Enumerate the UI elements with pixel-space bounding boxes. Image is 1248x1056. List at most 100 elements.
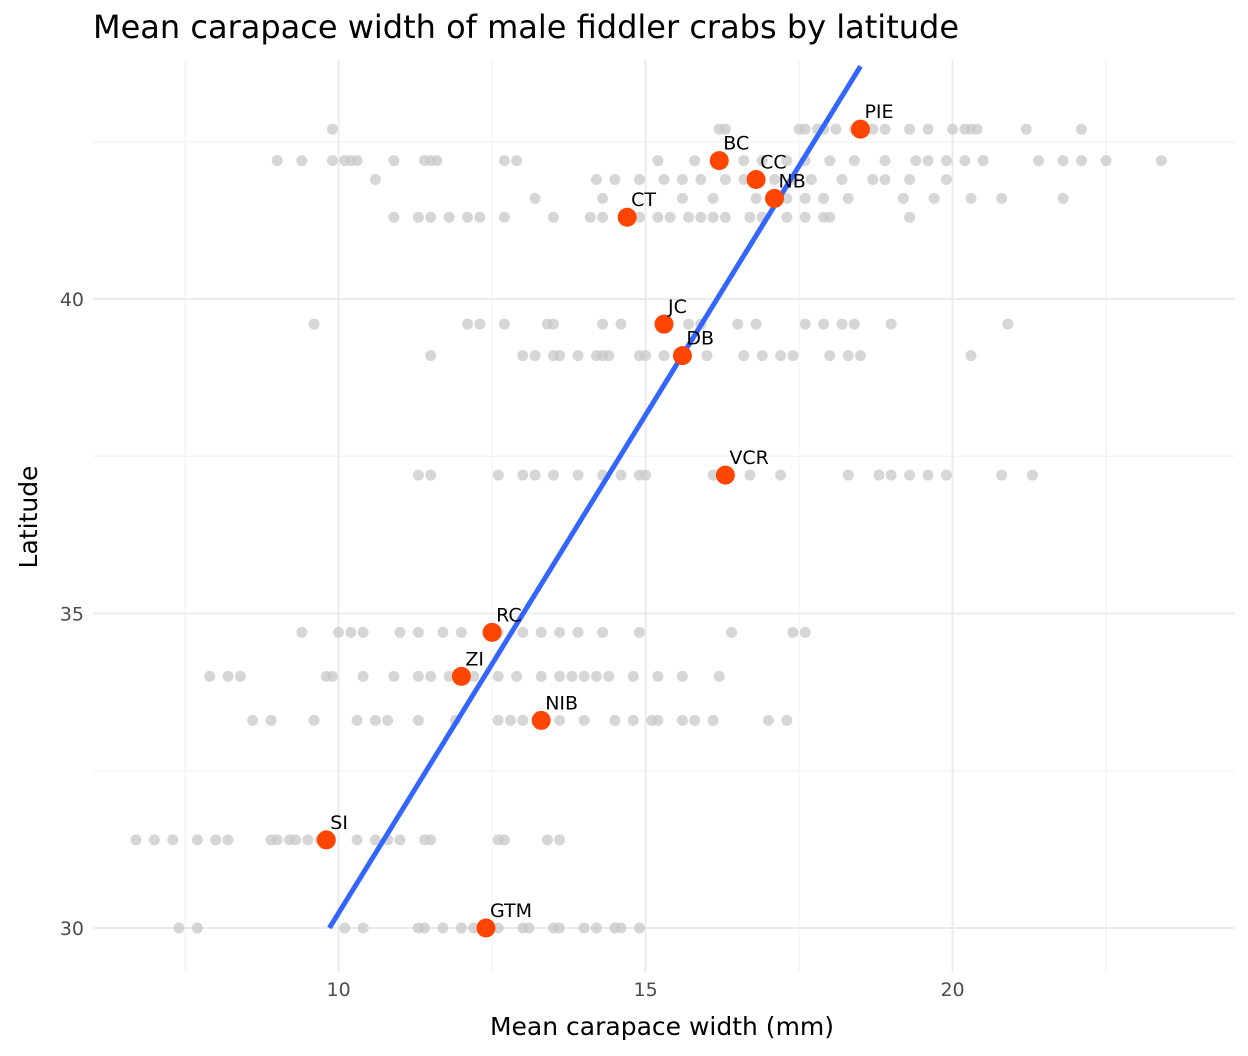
individual-point xyxy=(554,714,566,726)
fit-line-layer xyxy=(327,64,863,930)
individual-point xyxy=(302,834,314,846)
individual-point xyxy=(781,155,793,167)
individual-point xyxy=(554,922,566,934)
individual-point xyxy=(854,350,866,362)
individual-point xyxy=(719,174,731,186)
individual-point xyxy=(799,626,811,638)
individual-point xyxy=(940,469,952,481)
individual-point xyxy=(517,714,529,726)
individual-point xyxy=(609,174,621,186)
individual-point xyxy=(775,350,787,362)
individual-point xyxy=(234,670,246,682)
individual-point xyxy=(265,714,277,726)
x-tick-label: 20 xyxy=(940,979,964,1001)
individual-point xyxy=(584,211,596,223)
individual-point xyxy=(296,626,308,638)
individual-point xyxy=(922,123,934,135)
individual-point xyxy=(633,922,645,934)
individual-point xyxy=(290,834,302,846)
individual-point xyxy=(781,714,793,726)
site-mean-point xyxy=(476,918,496,938)
individual-point xyxy=(554,350,566,362)
individual-point xyxy=(971,123,983,135)
individual-point xyxy=(830,123,842,135)
individual-point xyxy=(333,626,345,638)
individual-point xyxy=(799,318,811,330)
individual-point xyxy=(719,211,731,223)
individual-point xyxy=(578,714,590,726)
individual-point xyxy=(904,174,916,186)
individual-point xyxy=(547,469,559,481)
individual-point xyxy=(1033,155,1045,167)
individual-point xyxy=(781,211,793,223)
individual-point xyxy=(388,211,400,223)
individual-point xyxy=(787,350,799,362)
individual-point xyxy=(271,834,283,846)
individual-point xyxy=(357,922,369,934)
individual-point xyxy=(719,123,731,135)
individual-point xyxy=(848,318,860,330)
site-mean-point xyxy=(451,666,471,686)
individual-point xyxy=(468,670,480,682)
site-label: CC xyxy=(760,152,787,174)
individual-point xyxy=(547,211,559,223)
individual-point xyxy=(885,318,897,330)
individual-point xyxy=(541,834,553,846)
site-mean-point xyxy=(746,170,766,190)
individual-point xyxy=(664,211,676,223)
individual-point xyxy=(492,922,504,934)
site-label: NB xyxy=(779,170,806,192)
individual-point xyxy=(652,155,664,167)
individual-point xyxy=(996,469,1008,481)
individual-point xyxy=(750,318,762,330)
individual-point xyxy=(775,469,787,481)
individual-point xyxy=(867,123,879,135)
individual-point xyxy=(676,670,688,682)
individual-point xyxy=(412,714,424,726)
y-tick-label: 30 xyxy=(60,918,84,940)
individual-point xyxy=(210,834,222,846)
site-mean-point xyxy=(715,465,735,485)
individual-point xyxy=(744,469,756,481)
individual-point xyxy=(222,834,234,846)
individual-point xyxy=(578,670,590,682)
grid xyxy=(93,60,1235,972)
individual-point xyxy=(431,155,443,167)
individual-point xyxy=(756,350,768,362)
regression-line xyxy=(327,64,863,930)
individual-point xyxy=(904,211,916,223)
x-axis-title: Mean carapace width (mm) xyxy=(490,1012,834,1041)
individual-point xyxy=(701,350,713,362)
individual-point xyxy=(529,469,541,481)
individual-point xyxy=(1155,155,1167,167)
individual-point xyxy=(590,922,602,934)
individual-point xyxy=(769,174,781,186)
individual-point xyxy=(597,626,609,638)
individual-point xyxy=(652,211,664,223)
individual-point xyxy=(167,834,179,846)
individual-point xyxy=(615,922,627,934)
individual-point xyxy=(394,626,406,638)
individual-point xyxy=(369,174,381,186)
individual-point xyxy=(658,174,670,186)
individual-point xyxy=(965,350,977,362)
site-mean-point xyxy=(482,622,502,642)
individual-point xyxy=(627,714,639,726)
tick-labels: 10 15 20 30 35 40 xyxy=(60,289,965,1001)
y-axis-title: Latitude xyxy=(14,466,43,569)
x-tick-label: 10 xyxy=(326,979,350,1001)
individual-point xyxy=(339,922,351,934)
individual-point xyxy=(492,714,504,726)
individual-point xyxy=(695,211,707,223)
individual-point xyxy=(572,626,584,638)
individual-point xyxy=(867,174,879,186)
individual-point xyxy=(707,211,719,223)
individual-point xyxy=(676,174,688,186)
individual-point xyxy=(842,192,854,204)
individual-point xyxy=(689,155,701,167)
individual-point xyxy=(535,670,547,682)
individual-point xyxy=(357,626,369,638)
site-mean-point xyxy=(531,710,551,730)
